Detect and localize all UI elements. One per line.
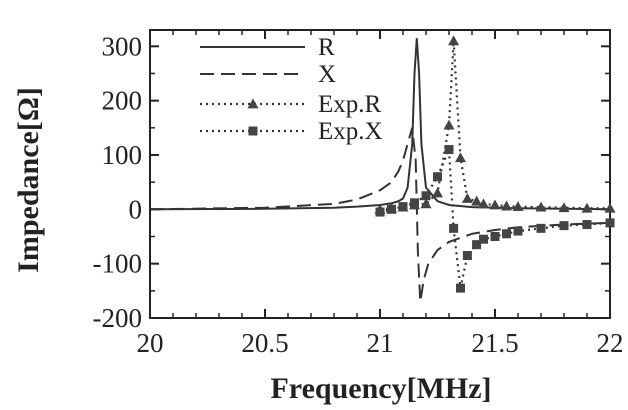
plot-frame	[149, 29, 611, 319]
data-point-exp-x	[398, 202, 408, 212]
x-axis-label: Frequency[MHz]	[270, 372, 491, 405]
data-point-exp-r	[443, 119, 455, 130]
data-point-exp-r	[448, 35, 460, 46]
data-point-exp-r	[478, 198, 489, 209]
data-point-exp-x	[444, 145, 454, 155]
data-point-exp-x	[582, 220, 592, 230]
x-tick-label: 22	[597, 328, 624, 358]
data-point-exp-r	[581, 202, 593, 213]
data-point-exp-x	[513, 226, 523, 236]
data-point-exp-x	[456, 283, 465, 293]
y-tick-label: 300	[102, 31, 143, 61]
data-point-exp-r	[489, 199, 501, 210]
data-point-exp-r	[604, 202, 616, 213]
data-point-exp-x	[605, 218, 615, 228]
legend-label-exp-x: Exp.X	[318, 118, 383, 145]
data-point-exp-x	[449, 223, 459, 233]
data-point-exp-r	[461, 192, 473, 203]
data-point-exp-x	[410, 198, 419, 208]
x-tick-label: 21	[367, 328, 394, 358]
series-line-r	[149, 38, 611, 211]
data-point-exp-x	[462, 251, 472, 261]
data-point-exp-r	[501, 200, 512, 211]
y-tick-label: -100	[93, 249, 143, 279]
data-point-exp-x	[375, 207, 385, 217]
data-point-exp-r	[535, 201, 547, 212]
data-point-exp-x	[502, 229, 511, 239]
legend-marker-square	[248, 126, 258, 136]
y-tick-label: 200	[102, 86, 143, 116]
data-point-exp-x	[421, 191, 431, 201]
series-line-exp-x	[379, 149, 611, 289]
data-point-exp-r	[512, 201, 524, 212]
data-point-exp-x	[387, 204, 396, 214]
y-tick-label: -200	[93, 303, 143, 333]
y-tick-label: 100	[102, 140, 143, 170]
data-point-exp-r	[432, 187, 443, 198]
legend-marker-triangle	[247, 98, 259, 109]
data-point-exp-r	[420, 198, 432, 209]
data-point-exp-x	[472, 240, 482, 250]
legend-label-r: R	[318, 34, 335, 61]
data-point-exp-x	[433, 172, 442, 182]
data-point-exp-r	[558, 202, 570, 213]
legend-label-exp-r: Exp.R	[318, 91, 382, 118]
data-point-exp-x	[559, 221, 569, 231]
data-point-exp-r	[455, 152, 466, 163]
x-tick-label: 20.5	[241, 328, 288, 358]
y-tick-label: 0	[129, 194, 143, 224]
data-point-exp-x	[536, 223, 546, 233]
data-point-exp-x	[479, 234, 488, 244]
y-axis-label: Impedance[Ω]	[12, 87, 45, 273]
x-tick-label: 21.5	[471, 328, 518, 358]
data-point-exp-x	[490, 231, 500, 241]
x-tick-label: 20	[137, 328, 164, 358]
data-point-exp-r	[471, 195, 483, 206]
legend-label-x: X	[318, 61, 336, 88]
